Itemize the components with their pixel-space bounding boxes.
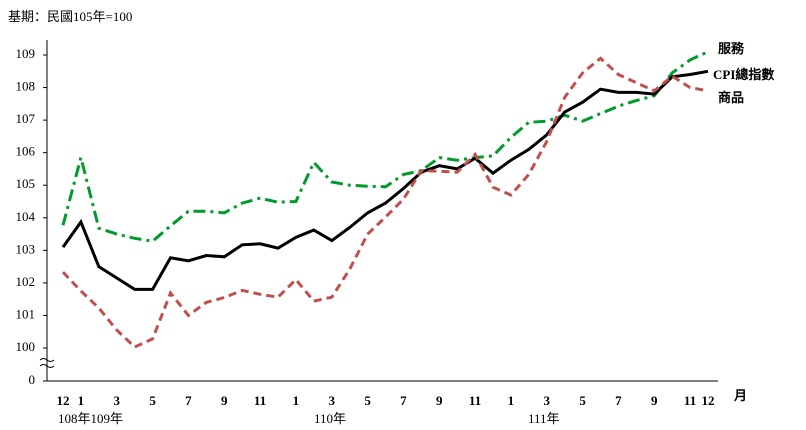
x-tick-label: 1 xyxy=(508,393,515,408)
x-tick-label: 7 xyxy=(615,393,622,408)
x-tick-label: 9 xyxy=(436,393,443,408)
x-tick-label: 1 xyxy=(293,393,300,408)
x-tick-label: 12 xyxy=(57,393,70,408)
x-tick-label: 11 xyxy=(684,393,696,408)
x-tick-label: 11 xyxy=(469,393,481,408)
x-tick-label: 1 xyxy=(78,393,85,408)
y-tick-label: 107 xyxy=(16,111,36,126)
x-unit: 月 xyxy=(733,388,747,403)
x-tick-label: 3 xyxy=(544,393,551,408)
x-tick-label: 5 xyxy=(579,393,586,408)
x-tick-label: 9 xyxy=(221,393,228,408)
x-tick-label: 7 xyxy=(400,393,407,408)
x-tick-label: 3 xyxy=(114,393,121,408)
y-tick-label: 109 xyxy=(16,46,36,61)
year-label: 111年 xyxy=(528,411,560,426)
year-label: 110年 xyxy=(314,411,346,426)
y-tick-label: 101 xyxy=(16,306,36,321)
y-tick-label: 108 xyxy=(16,79,36,94)
series-label: CPI總指數 xyxy=(713,67,774,82)
x-tick-label: 7 xyxy=(185,393,192,408)
year-label: 108年109年 xyxy=(58,411,123,426)
axis-break xyxy=(39,358,55,368)
x-tick-label: 9 xyxy=(651,393,658,408)
y-tick-label: 105 xyxy=(16,176,36,191)
y-tick-label: 106 xyxy=(16,144,36,159)
y-tick-label: 102 xyxy=(16,274,36,289)
x-tick-label: 5 xyxy=(364,393,371,408)
line-series xyxy=(61,56,709,349)
line-series xyxy=(61,69,709,291)
x-tick-label: 11 xyxy=(254,393,266,408)
series-label: 服務 xyxy=(718,41,745,56)
x-tick-label: 5 xyxy=(149,393,156,408)
x-tick-label: 12 xyxy=(702,393,715,408)
x-tick-label: 3 xyxy=(329,393,336,408)
series-label: 商品 xyxy=(718,90,744,105)
line-series xyxy=(61,50,709,243)
y-tick-label: 103 xyxy=(16,241,36,256)
y-tick-label: 0 xyxy=(29,372,36,387)
y-tick-label: 100 xyxy=(16,339,36,354)
y-tick-label: 104 xyxy=(16,209,36,224)
chart-subtitle: 基期：民國105年=100 xyxy=(8,9,132,24)
